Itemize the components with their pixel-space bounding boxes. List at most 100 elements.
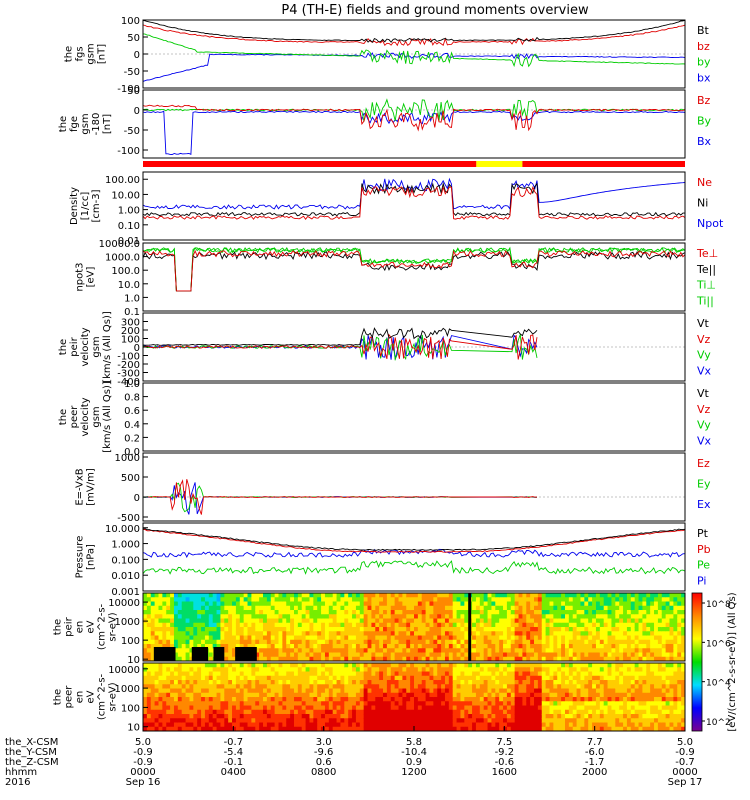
y-tick-label: 0.001 (111, 587, 140, 598)
legend-entry-Ti||: Ti|| (696, 294, 714, 307)
legend-entry-Te||: Te|| (696, 263, 716, 276)
y-axis-label: gsm (80, 113, 91, 134)
y-tick-label: 100 (121, 335, 140, 346)
legend-entry-by: by (697, 56, 711, 69)
y-tick-label: 10 (127, 655, 140, 666)
y-tick-label: 50 (127, 86, 140, 97)
y-tick-label: 0.010 (111, 571, 140, 582)
time-axis-value: -0.9 (133, 747, 153, 758)
y-tick-label: 10.00 (111, 190, 140, 201)
legend-entry-Bt: Bt (697, 24, 710, 37)
y-tick-label: -100 (117, 352, 140, 363)
y-tick-label: 1.00 (118, 206, 140, 217)
time-axis-row-label: 2016 (5, 777, 30, 788)
y-tick-label: -400 (117, 377, 140, 388)
legend-entry-Pt: Pt (697, 527, 709, 540)
time-axis-value: 7.7 (587, 737, 603, 748)
y-tick-label: 0.8 (124, 393, 140, 404)
colorbar: 10^8 10^6 10^4 10^2[eV/(cm^2-s-sr-eV)] (All… (691, 592, 738, 732)
y-axis-label: -180 (91, 113, 102, 136)
y-tick-label: 100 (121, 636, 140, 647)
y-axis-label: en (75, 691, 86, 704)
legend-entry-Vz: Vz (697, 403, 711, 416)
panel-pressure: 10.000 1.000 0.100 0.010 0.001 Pressure [nPa] P… (75, 522, 711, 598)
y-tick-label: 200 (121, 326, 140, 337)
series-line-Te⊥ (143, 249, 685, 292)
y-axis-label: [km/s (All Qs)] (102, 311, 113, 383)
time-axis-value: -5.4 (224, 747, 244, 758)
time-axis-value: -1.7 (585, 757, 605, 768)
y-axis-label: the (64, 46, 75, 62)
legend-entry-Te⊥: Te⊥ (696, 247, 718, 260)
panel-density: 100.00 10.00 1.00 0.10 0.01 Density [1/cc] [cm-… (69, 171, 724, 247)
time-axis-row-label: the_X-CSM (5, 737, 58, 748)
y-tick-label: -100 (117, 84, 140, 95)
y-axis-label: npot3 (75, 262, 86, 291)
y-tick-label: 0 (134, 493, 140, 504)
spectrogram-dark-patch (213, 647, 225, 661)
y-tick-label: 1.000 (111, 540, 140, 551)
time-axis-value: Sep 17 (668, 777, 703, 788)
y-axis-label: [mV/m] (86, 468, 97, 506)
y-tick-label: 1.0 (124, 379, 140, 390)
y-axis-label: fge (69, 116, 80, 132)
legend-entry-Vx: Vx (697, 434, 712, 447)
y-tick-label: 500 (121, 473, 140, 484)
y-tick-label: 0.4 (124, 420, 140, 431)
y-tick-label: 1000 (115, 684, 140, 695)
spectrogram-dark-patch (191, 647, 209, 661)
time-axis-value: 2000 (582, 767, 607, 778)
panel-frame (142, 452, 686, 522)
legend-entry-bz: bz (697, 40, 710, 53)
panel-fgs_gsm-plot-area (143, 20, 685, 82)
y-tick-label: 10000 (108, 665, 140, 676)
time-axis-value: 0800 (311, 767, 336, 778)
legend-entry-Ey: Ey (697, 478, 711, 491)
time-axis-value: 1600 (492, 767, 517, 778)
mode-bar-segment (522, 161, 685, 167)
y-tick-label: 100 (121, 16, 140, 27)
panel-peer_velocity: 1.0 0.8 0.6 0.4 0.2 0.0 the peer velocity gsm [km/… (58, 379, 712, 458)
y-tick-label: 0 (134, 50, 140, 61)
y-axis-label: Density (69, 187, 80, 225)
y-axis-label: sr-eV) (108, 612, 119, 641)
panel-frame (142, 171, 686, 241)
series-line-Te|| (143, 251, 685, 292)
y-tick-label: 0.2 (124, 433, 140, 444)
legend-entry-Vy: Vy (697, 419, 711, 432)
y-tick-label: 0.6 (124, 406, 140, 417)
panel-peer_spec-plot-area (143, 663, 685, 731)
y-axis-label: eV (86, 620, 97, 633)
y-axis-label: [km/s (All Qs)] (102, 381, 113, 453)
colorbar-tick-label: 10^2 (706, 718, 731, 728)
y-tick-label: 10.000 (105, 524, 140, 535)
time-axis-value: -0.1 (224, 757, 244, 768)
series-line-Bt (143, 20, 685, 44)
y-tick-label: 0 (134, 343, 140, 354)
time-axis-value: -0.9 (675, 747, 695, 758)
series-line-Ni (143, 182, 685, 217)
mode-bar-segment (143, 161, 477, 167)
time-axis-value: -0.7 (224, 737, 244, 748)
y-axis-label: the (53, 689, 64, 705)
series-line-Pb (143, 529, 685, 553)
time-axis-value: 7.5 (496, 737, 512, 748)
colorbar-scale (691, 592, 703, 732)
y-axis-label: velocity (80, 327, 91, 366)
time-axis-value: 3.0 (316, 737, 332, 748)
time-axis-value: 5.8 (406, 737, 422, 748)
legend-entry-Npot: Npot (697, 217, 724, 230)
time-axis-value: 0.6 (316, 757, 332, 768)
time-axis-value: 0000 (130, 767, 155, 778)
y-axis-label: peir (64, 616, 75, 636)
series-line-Ti⊥ (143, 247, 685, 292)
y-axis-label: peir (69, 336, 80, 356)
panel-temperature-plot-area (143, 246, 685, 292)
y-axis-label: velocity (80, 397, 91, 436)
panel-peer_spec: 10000 1000 100 10 the peer en eV (cm^2-s-sr-eV) (53, 662, 686, 734)
y-tick-label: -50 (124, 126, 140, 137)
y-axis-label: (cm^2-s- (97, 603, 108, 650)
time-axis-value: 5.0 (677, 737, 693, 748)
panel-frame (142, 89, 686, 159)
